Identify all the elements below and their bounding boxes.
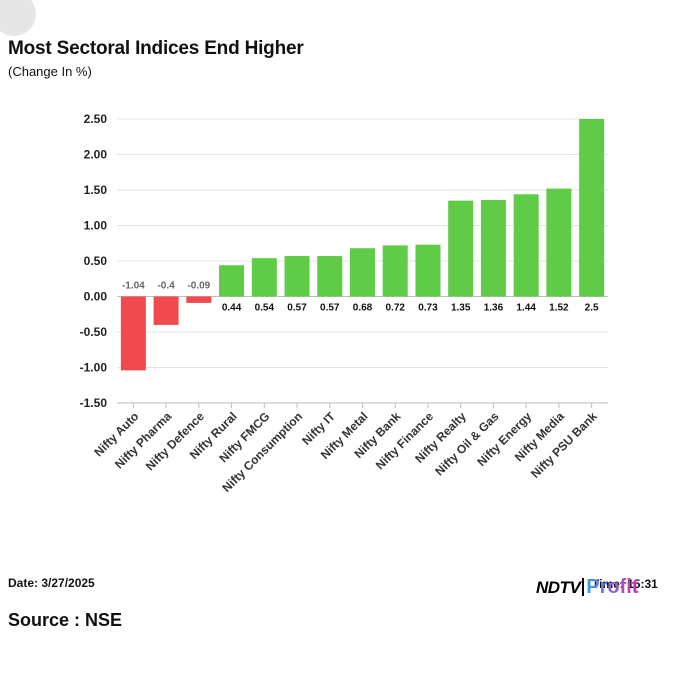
bar [513,194,539,297]
data-label: 0.72 [385,303,405,314]
logo-profit-text: Profit [586,576,639,598]
bar [415,244,441,297]
bar [251,258,277,297]
bar [448,200,474,297]
data-label: -0.09 [187,281,210,292]
data-label: 1.52 [549,303,569,314]
y-tick-label: 0.00 [84,290,108,304]
bar [382,245,408,297]
source-label: Source : NSE [8,610,123,630]
data-label: 0.57 [287,303,307,314]
bar [317,256,343,297]
bar [219,265,245,297]
bar [579,119,605,297]
data-label: 1.35 [451,303,471,314]
bar [480,199,506,297]
data-label: 0.44 [222,303,242,314]
data-label: -0.4 [157,281,175,292]
y-tick-label: 0.50 [84,254,108,268]
data-label: 1.44 [516,303,536,314]
ndtv-profit-logo: NDTV Profit [536,574,639,600]
date-label: Date: 3/27/2025 [8,576,95,590]
data-label: -1.04 [122,281,145,292]
chart-subtitle: (Change In %) [8,64,92,79]
data-label: 0.54 [255,303,275,314]
y-tick-label: 1.50 [84,183,108,197]
data-label: 0.57 [320,303,340,314]
data-label: 1.36 [484,303,504,314]
chart-title: Most Sectoral Indices End Higher [8,38,304,59]
y-tick-label: 1.00 [84,219,108,233]
logo-separator [582,578,585,596]
bar [546,188,572,297]
bar [350,248,375,297]
data-label: 0.68 [353,303,373,314]
data-label: 2.5 [585,303,599,314]
y-tick-label: 2.00 [84,148,108,162]
bar [153,296,179,325]
logo-ndtv-text: NDTV [536,578,581,597]
data-label: 0.73 [418,303,438,314]
y-tick-label: -0.50 [80,325,108,339]
bar [284,256,310,297]
y-tick-label: -1.00 [80,361,108,375]
bar [120,296,146,371]
y-tick-label: -1.50 [80,396,108,410]
time-label: Time: 15:31 [592,577,658,591]
y-tick-label: 2.50 [84,112,108,126]
bar [186,296,212,303]
bar-chart: 2.50 2.00 1.50 1.00 0.50 0.00 -0.50 -1.00 -1.50 -… [80,112,608,495]
